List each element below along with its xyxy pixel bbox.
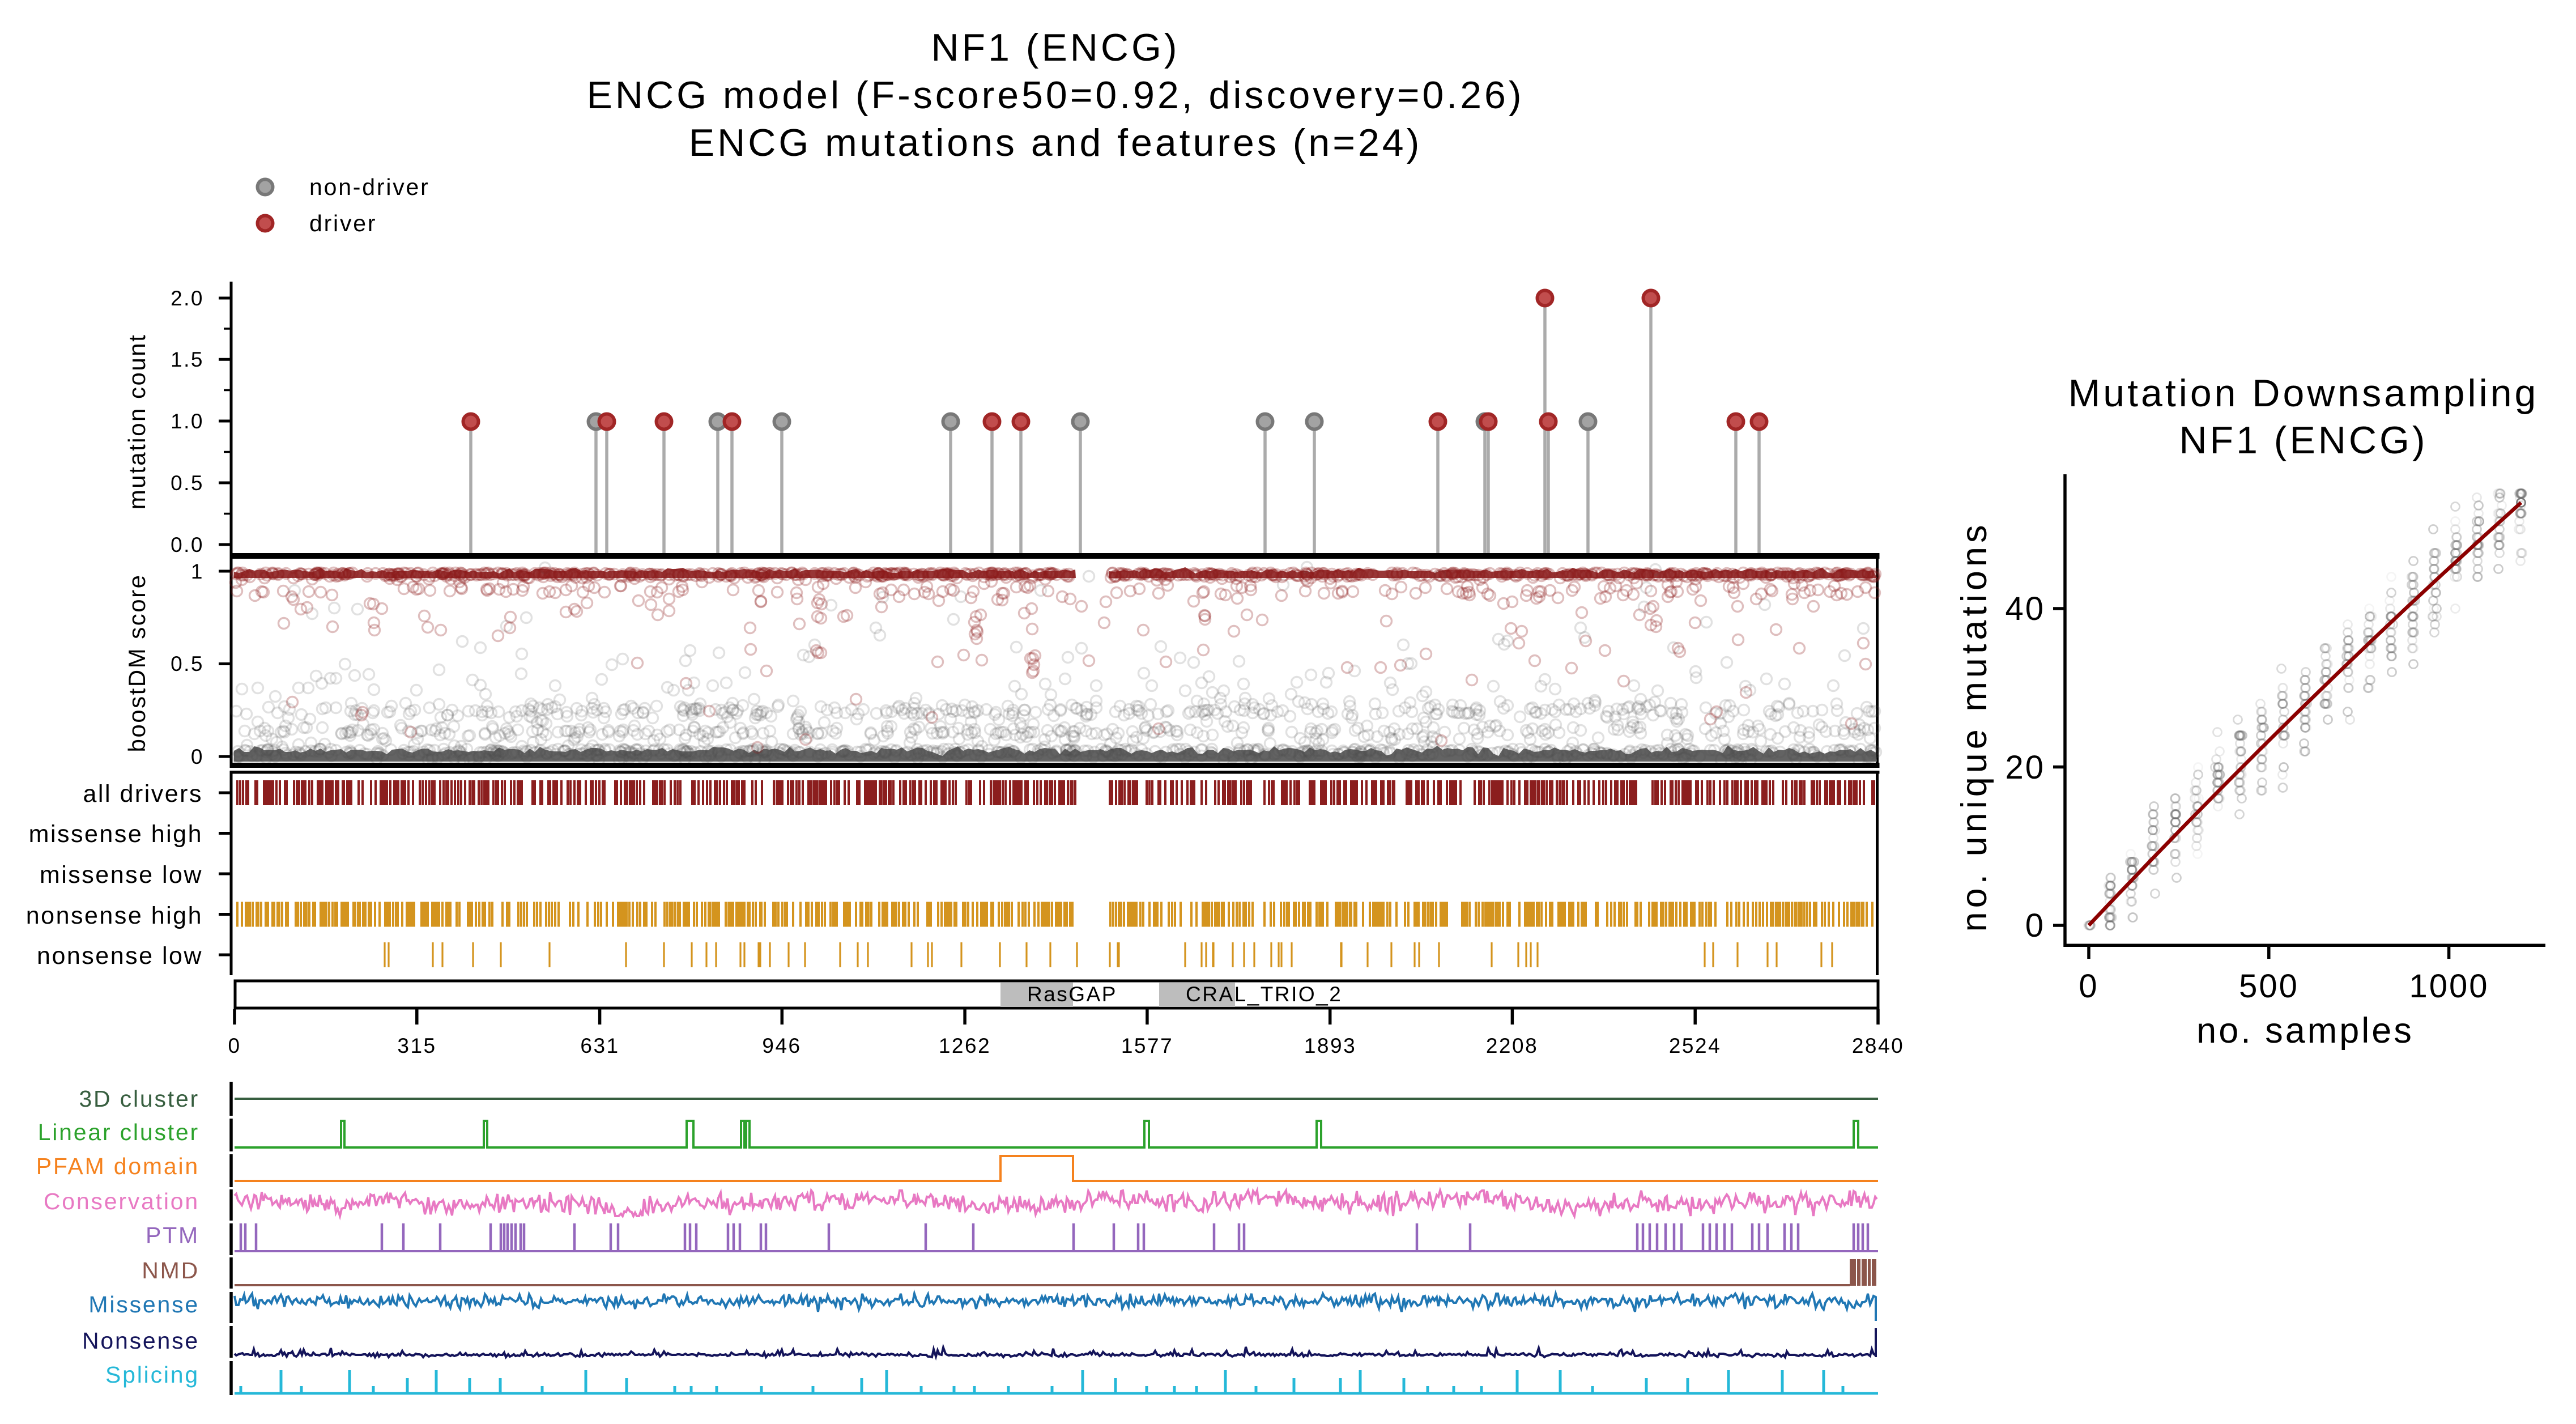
svg-text:0.5: 0.5 bbox=[171, 471, 204, 495]
svg-text:0: 0 bbox=[2025, 907, 2045, 944]
svg-text:2.0: 2.0 bbox=[171, 287, 204, 310]
svg-text:missense high: missense high bbox=[29, 821, 203, 848]
svg-text:2208: 2208 bbox=[1486, 1034, 1538, 1057]
svg-text:nonsense low: nonsense low bbox=[37, 942, 203, 970]
svg-text:1577: 1577 bbox=[1121, 1034, 1173, 1057]
svg-text:1000: 1000 bbox=[2409, 968, 2489, 1005]
svg-text:1: 1 bbox=[191, 560, 204, 583]
svg-text:PFAM domain: PFAM domain bbox=[36, 1153, 199, 1179]
svg-text:NF1 (ENCG): NF1 (ENCG) bbox=[2179, 419, 2428, 462]
svg-text:non-driver: non-driver bbox=[309, 174, 430, 200]
svg-text:0: 0 bbox=[228, 1034, 241, 1057]
svg-text:1.0: 1.0 bbox=[171, 410, 204, 433]
svg-text:0.0: 0.0 bbox=[171, 533, 204, 556]
svg-text:0: 0 bbox=[2079, 968, 2098, 1005]
svg-text:Mutation Downsampling: Mutation Downsampling bbox=[2068, 372, 2539, 415]
svg-text:315: 315 bbox=[397, 1034, 436, 1057]
svg-text:boostDM score: boostDM score bbox=[124, 574, 150, 753]
svg-text:Linear cluster: Linear cluster bbox=[38, 1119, 199, 1145]
svg-text:RasGAP: RasGAP bbox=[1027, 983, 1117, 1006]
svg-text:40: 40 bbox=[2005, 590, 2045, 627]
svg-text:NF1 (ENCG): NF1 (ENCG) bbox=[931, 26, 1180, 69]
svg-text:946: 946 bbox=[762, 1034, 801, 1057]
svg-text:no. unique mutations: no. unique mutations bbox=[1955, 521, 1994, 932]
svg-text:Nonsense: Nonsense bbox=[82, 1328, 199, 1354]
svg-text:3D cluster: 3D cluster bbox=[79, 1086, 199, 1112]
svg-text:500: 500 bbox=[2239, 968, 2299, 1005]
svg-text:Conservation: Conservation bbox=[44, 1188, 199, 1214]
svg-text:2524: 2524 bbox=[1669, 1034, 1721, 1057]
svg-text:Missense: Missense bbox=[88, 1291, 199, 1317]
svg-text:nonsense high: nonsense high bbox=[26, 902, 203, 929]
svg-text:no. samples: no. samples bbox=[2196, 1011, 2414, 1051]
svg-text:0.5: 0.5 bbox=[171, 652, 204, 675]
svg-text:20: 20 bbox=[2005, 749, 2045, 786]
svg-text:missense low: missense low bbox=[40, 861, 203, 889]
svg-text:1893: 1893 bbox=[1304, 1034, 1356, 1057]
svg-text:driver: driver bbox=[309, 210, 377, 236]
svg-text:ENCG mutations and features (n: ENCG mutations and features (n=24) bbox=[689, 121, 1422, 164]
svg-text:CRAL_TRIO_2: CRAL_TRIO_2 bbox=[1186, 983, 1342, 1006]
svg-text:all drivers: all drivers bbox=[83, 780, 203, 807]
svg-text:0: 0 bbox=[191, 745, 204, 768]
svg-text:NMD: NMD bbox=[142, 1257, 199, 1283]
svg-text:mutation count: mutation count bbox=[124, 334, 150, 510]
svg-text:PTM: PTM bbox=[146, 1222, 199, 1248]
svg-text:1.5: 1.5 bbox=[171, 348, 204, 371]
svg-text:631: 631 bbox=[580, 1034, 619, 1057]
svg-text:Splicing: Splicing bbox=[105, 1362, 199, 1388]
svg-text:1262: 1262 bbox=[939, 1034, 991, 1057]
svg-text:ENCG model (F-score50=0.92, di: ENCG model (F-score50=0.92, discovery=0.… bbox=[587, 74, 1525, 117]
svg-text:2840: 2840 bbox=[1852, 1034, 1904, 1057]
